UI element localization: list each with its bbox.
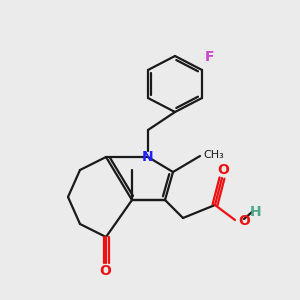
Text: CH₃: CH₃ [203, 150, 224, 160]
Text: O: O [217, 163, 229, 177]
Text: H: H [250, 205, 262, 219]
Text: O: O [99, 264, 111, 278]
Text: N: N [142, 150, 154, 164]
Text: O: O [238, 214, 250, 228]
Text: F: F [205, 50, 215, 64]
